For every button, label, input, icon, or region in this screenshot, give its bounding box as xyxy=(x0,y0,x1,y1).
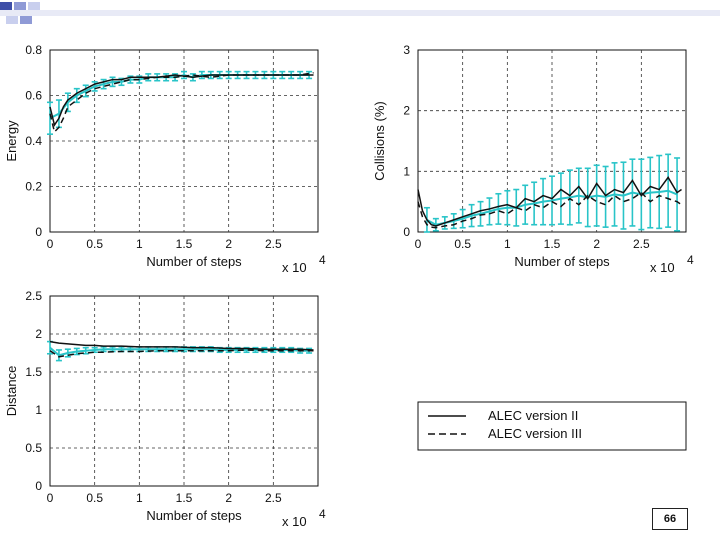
x-tick-label: 2 xyxy=(225,491,232,505)
header-square xyxy=(14,2,26,12)
x-tick-label: 0 xyxy=(47,491,54,505)
legend-box xyxy=(417,401,687,451)
x-axis-multiplier: x 10 xyxy=(282,260,307,275)
x-tick-label: 2 xyxy=(593,237,600,251)
x-axis-multiplier: x 10 xyxy=(282,514,307,529)
y-tick-label: 0.4 xyxy=(25,134,42,148)
distance-chart: 0 0.5 1 1.5 2 2.5 0 0.5 1 1.5 2 2.5 Number of steps D… xyxy=(4,289,326,529)
slide-header-decoration xyxy=(0,2,720,24)
energy-chart: 0 0.5 1 1.5 2 2.5 0 0.2 0.4 0.6 0.8 Number of steps… xyxy=(4,43,326,275)
header-square xyxy=(0,2,12,12)
error-mean-line xyxy=(426,189,678,226)
x-tick-label: 2.5 xyxy=(265,237,282,251)
y-tick-label: 1.5 xyxy=(25,365,42,379)
y-axis-label: Collisions (%) xyxy=(372,101,387,180)
x-tick-label: 2 xyxy=(225,237,232,251)
header-square xyxy=(20,14,32,24)
y-tick-label: 0.8 xyxy=(25,43,42,57)
x-tick-label: 1.5 xyxy=(176,237,193,251)
x-tick-label: 0.5 xyxy=(454,237,471,251)
error-mean-line xyxy=(49,346,310,357)
y-axis-label: Energy xyxy=(4,120,19,162)
y-tick-label: 2 xyxy=(403,104,410,118)
slide-page-number: 66 xyxy=(652,508,688,530)
y-tick-label: 0 xyxy=(35,225,42,239)
x-tick-label: 2.5 xyxy=(633,237,650,251)
series-line-version-ii xyxy=(49,340,314,351)
x-axis-label: Number of steps xyxy=(146,254,242,269)
y-tick-label: 1 xyxy=(403,164,410,178)
y-tick-label: 0.6 xyxy=(25,89,42,103)
x-tick-label: 0 xyxy=(47,237,54,251)
header-band xyxy=(0,10,720,16)
legend-label-version-ii: ALEC version II xyxy=(488,408,578,423)
series-line-version-iii xyxy=(49,72,314,134)
legend: ALEC version II ALEC version III xyxy=(417,401,687,451)
x-tick-label: 1 xyxy=(136,237,143,251)
x-tick-label: 1.5 xyxy=(544,237,561,251)
x-tick-label: 0.5 xyxy=(86,491,103,505)
x-tick-label: 0.5 xyxy=(86,237,103,251)
header-square xyxy=(28,2,40,12)
x-tick-label: 1 xyxy=(136,491,143,505)
plot-area xyxy=(49,295,319,487)
series-line-version-ii xyxy=(49,74,314,127)
x-axis-label: Number of steps xyxy=(514,254,610,269)
x-axis-multiplier-exponent: 4 xyxy=(687,253,694,267)
x-tick-label: 1 xyxy=(504,237,511,251)
x-tick-label: 0 xyxy=(415,237,422,251)
header-square xyxy=(6,14,18,24)
x-axis-multiplier-exponent: 4 xyxy=(319,253,326,267)
y-tick-label: 1 xyxy=(35,403,42,417)
x-axis-multiplier: x 10 xyxy=(650,260,675,275)
y-axis-label: Distance xyxy=(4,366,19,417)
x-tick-label: 1.5 xyxy=(176,491,193,505)
legend-label-version-iii: ALEC version III xyxy=(488,426,582,441)
x-axis-label: Number of steps xyxy=(146,508,242,523)
y-tick-label: 0.2 xyxy=(25,180,42,194)
collisions-chart: 0 0.5 1 1.5 2 2.5 0 1 2 3 Number of steps Collision… xyxy=(372,43,694,275)
x-axis-multiplier-exponent: 4 xyxy=(319,507,326,521)
y-tick-label: 0 xyxy=(403,225,410,239)
y-tick-label: 2 xyxy=(35,327,42,341)
y-tick-label: 0 xyxy=(35,479,42,493)
y-tick-label: 0.5 xyxy=(25,441,42,455)
series-line-version-ii xyxy=(417,176,682,227)
y-tick-label: 3 xyxy=(403,43,410,57)
x-tick-label: 2.5 xyxy=(265,491,282,505)
y-tick-label: 2.5 xyxy=(25,289,42,303)
